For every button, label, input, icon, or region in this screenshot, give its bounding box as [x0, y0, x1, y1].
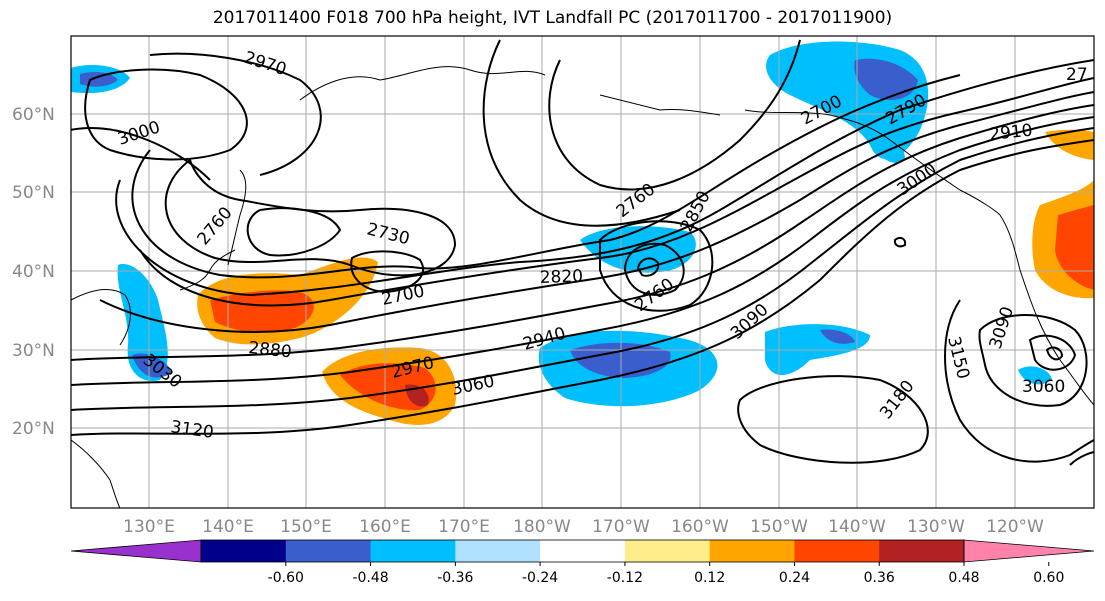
contour-label: 2760 [194, 203, 237, 249]
longitude-label: 170°E [438, 517, 490, 537]
positive-anomaly-core [210, 290, 314, 333]
contour-label: 3060 [1022, 377, 1065, 397]
colorbar-tick-label: 0.12 [694, 570, 725, 586]
contour-label: 2970 [241, 48, 288, 80]
colorbar-tick-label: 0.48 [948, 570, 979, 586]
negative-anomaly-core [820, 329, 855, 344]
colorbar-swatch [285, 540, 372, 562]
colorbar-tick-label: 0.60 [1033, 570, 1064, 586]
ivt-shading [71, 41, 1094, 425]
contour-label: 3060 [450, 371, 496, 400]
contour-label: 3120 [169, 417, 215, 443]
contour-label: 3150 [943, 334, 973, 381]
latitude-label: 50°N [12, 183, 55, 203]
colorbar-swatch [455, 540, 541, 562]
contour-label: 2760 [613, 180, 659, 222]
longitude-label: 160°E [359, 517, 411, 537]
latitude-label: 20°N [12, 419, 55, 439]
colorbar-tick-label: -0.24 [522, 570, 558, 586]
longitude-label: 120°W [986, 517, 1044, 537]
colorbar-swatch [540, 540, 626, 562]
negative-anomaly-region [865, 129, 905, 163]
colorbar-tick-label: -0.60 [268, 570, 304, 586]
contour-label: 2880 [247, 338, 292, 362]
colorbar-swatch [879, 540, 965, 562]
longitude-label: 160°W [671, 517, 729, 537]
colorbar-swatch [624, 540, 711, 562]
longitude-label: 170°W [592, 517, 650, 537]
latitude-label: 40°N [12, 262, 55, 282]
contour-label: 3090 [986, 304, 1018, 351]
colorbar-extend-max [963, 539, 1095, 563]
contour-label: 27 [1066, 65, 1088, 85]
longitude-label: 180°W [513, 517, 571, 537]
longitude-axis: 130°E 140°E 150°E 160°E 170°E 180°W 170°… [123, 517, 1044, 537]
colorbar: -0.60 -0.48 -0.36 -0.24 -0.12 0.12 0.24 0.36 0.4… [70, 539, 1095, 586]
colorbar-tick-label: -0.36 [437, 570, 473, 586]
colorbar-tick-label: -0.12 [607, 570, 643, 586]
map-frame [70, 35, 1095, 509]
longitude-label: 140°E [202, 517, 254, 537]
colorbar-tick-label: 0.24 [779, 570, 810, 586]
longitude-label: 150°W [750, 517, 808, 537]
colorbar-extend-min [70, 539, 202, 563]
colorbar-frame [200, 539, 965, 563]
colorbar-swatch [201, 540, 287, 562]
latitude-label: 30°N [12, 341, 55, 361]
height-contours [71, 39, 1094, 466]
positive-anomaly-core [1055, 205, 1094, 290]
negative-anomaly-core [132, 353, 172, 378]
longitude-label: 130°E [123, 517, 175, 537]
contour-label: 2700 [380, 281, 426, 310]
longitude-label: 150°E [280, 517, 332, 537]
contour-label: 2850 [677, 188, 715, 236]
negative-anomaly-region [1018, 366, 1052, 385]
colorbar-swatch [794, 540, 880, 562]
contour-label: 2910 [988, 121, 1033, 145]
longitude-label: 130°W [907, 517, 965, 537]
graticule [71, 36, 1094, 508]
contour-label: 3000 [115, 117, 162, 149]
colorbar-swatch [370, 540, 456, 562]
contour-label: 2820 [539, 266, 583, 287]
negative-anomaly-core [854, 58, 918, 100]
latitude-label: 60°N [12, 105, 55, 125]
map-title: 2017011400 F018 700 hPa height, IVT Land… [212, 8, 893, 28]
longitude-label: 140°W [828, 517, 886, 537]
colorbar-tick-label: 0.36 [864, 570, 895, 586]
colorbar-swatch [709, 540, 795, 562]
contour-label: 2730 [365, 219, 412, 249]
colorbar-tick-label: -0.48 [352, 570, 388, 586]
positive-anomaly-region [1045, 129, 1094, 160]
negative-anomaly-region [117, 264, 168, 381]
latitude-axis: 60°N 50°N 40°N 30°N 20°N [12, 105, 55, 439]
